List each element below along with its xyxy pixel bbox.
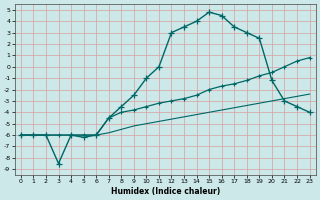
X-axis label: Humidex (Indice chaleur): Humidex (Indice chaleur) xyxy=(111,187,220,196)
